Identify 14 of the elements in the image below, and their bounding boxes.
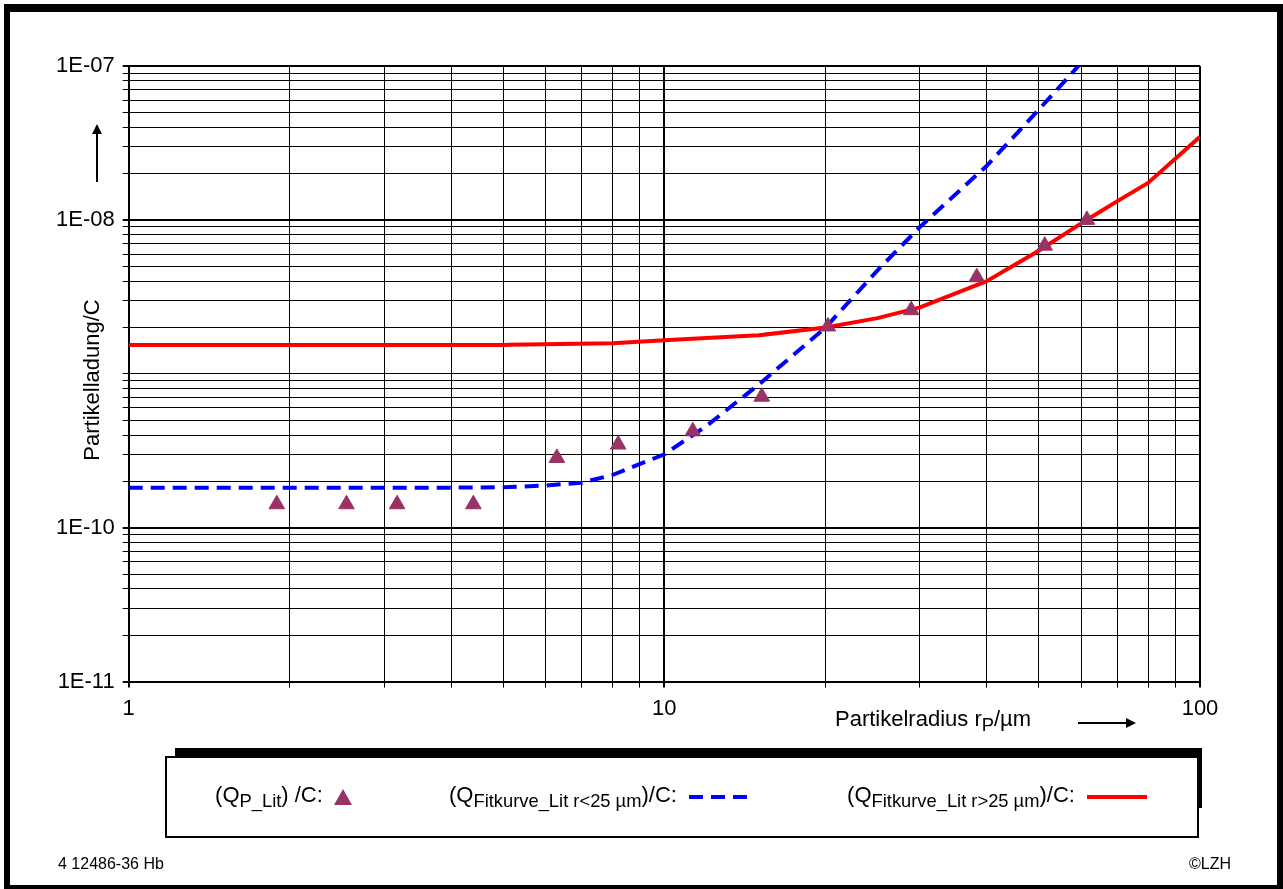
text: 4 12486-36 Hb bbox=[58, 855, 164, 873]
y-axis-title: Partikelladung/C bbox=[79, 299, 105, 461]
y-tick-label: 1E-08 bbox=[55, 205, 115, 231]
legend-label: (Q$_{Fitkurve_Lit r<25 µm}$)/C: bbox=[449, 781, 677, 813]
text: ©LZH bbox=[1188, 855, 1231, 873]
legend-label: (Q$_{Fitkurve_Lit r>25 µm}$)/C: bbox=[847, 781, 1075, 813]
x-tick-label: 100 bbox=[1181, 694, 1219, 720]
legend-label: (Q$_{P_Lit}$) /C: bbox=[215, 781, 323, 813]
y-tick-label: 1E-10 bbox=[55, 513, 115, 539]
x-tick-label: 1 bbox=[122, 694, 135, 720]
y-tick-label: 1E-11 bbox=[57, 667, 115, 693]
x-axis-title: Partikelradius r$_{P}$/µm bbox=[835, 706, 1032, 737]
x-tick-label: 10 bbox=[652, 694, 677, 720]
y-tick-label: 1E-07 bbox=[55, 52, 115, 78]
